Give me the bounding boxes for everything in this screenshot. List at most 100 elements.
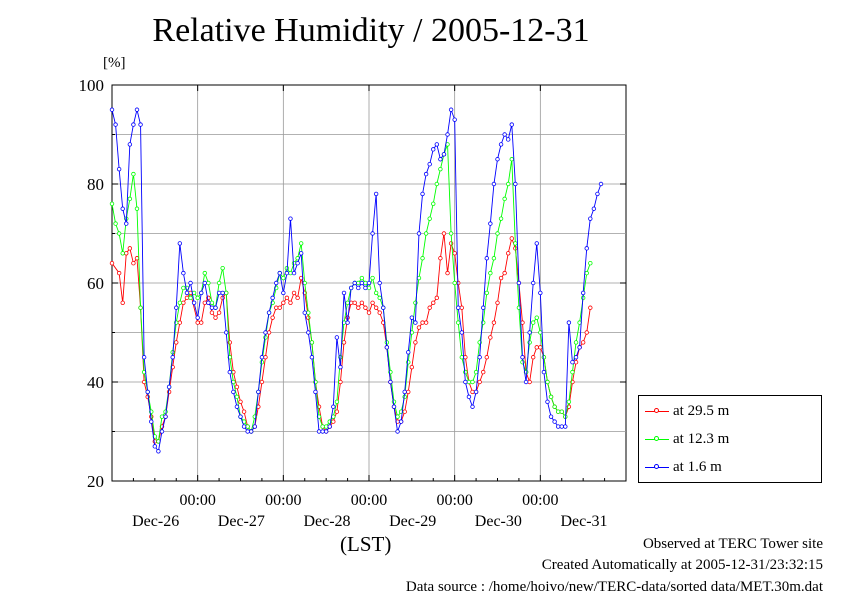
data-point bbox=[323, 429, 329, 434]
data-point bbox=[409, 364, 415, 370]
data-point bbox=[359, 300, 365, 305]
y-axis-unit: [%] bbox=[103, 55, 126, 71]
data-point bbox=[541, 369, 547, 375]
data-point bbox=[327, 424, 332, 429]
data-point bbox=[406, 350, 411, 355]
data-point bbox=[166, 384, 172, 390]
x-tick-label: 00:00 bbox=[265, 492, 301, 509]
data-point bbox=[266, 330, 272, 335]
data-point bbox=[513, 241, 518, 246]
data-point bbox=[141, 355, 147, 360]
data-point bbox=[438, 166, 443, 172]
data-point bbox=[159, 414, 165, 419]
data-point bbox=[284, 270, 290, 276]
data-point bbox=[402, 409, 407, 414]
data-point bbox=[127, 246, 133, 251]
data-point bbox=[331, 419, 336, 424]
data-point bbox=[302, 310, 307, 315]
data-point bbox=[216, 290, 222, 296]
data-point bbox=[427, 161, 432, 167]
data-point bbox=[434, 142, 440, 147]
x-date-label: Dec-30 bbox=[475, 513, 522, 530]
data-point bbox=[113, 221, 118, 226]
data-point bbox=[234, 384, 240, 390]
data-point bbox=[438, 256, 443, 261]
data-point bbox=[516, 280, 522, 286]
data-point bbox=[259, 355, 265, 360]
data-point bbox=[420, 256, 425, 261]
data-point bbox=[363, 280, 368, 286]
y-tick-label: 40 bbox=[87, 373, 104, 392]
data-point bbox=[402, 389, 407, 395]
data-point bbox=[456, 305, 461, 310]
data-point bbox=[509, 236, 514, 241]
data-point bbox=[209, 300, 215, 305]
data-point bbox=[241, 409, 247, 414]
data-point bbox=[373, 305, 379, 310]
data-point bbox=[570, 360, 575, 365]
data-point bbox=[188, 295, 193, 301]
data-point bbox=[491, 320, 497, 325]
legend-item: at 29.5 m bbox=[645, 401, 729, 421]
data-point bbox=[448, 107, 454, 112]
data-point bbox=[441, 152, 447, 157]
data-point bbox=[270, 315, 275, 320]
data-point bbox=[456, 320, 461, 325]
data-point bbox=[195, 295, 200, 301]
data-point bbox=[331, 404, 336, 409]
data-point bbox=[506, 137, 511, 142]
data-point bbox=[231, 389, 236, 395]
data-point bbox=[588, 305, 593, 310]
data-point bbox=[174, 305, 179, 310]
data-point bbox=[263, 330, 268, 335]
data-point bbox=[459, 330, 465, 335]
x-date-label: Dec-27 bbox=[218, 513, 265, 530]
data-point bbox=[545, 379, 550, 385]
data-point bbox=[466, 394, 472, 400]
data-point bbox=[434, 181, 440, 187]
data-point bbox=[152, 444, 158, 449]
data-point bbox=[184, 295, 190, 301]
data-point bbox=[288, 216, 293, 221]
data-point bbox=[452, 251, 457, 256]
footer-source: Data source : /home/hoivo/new/TERC-data/… bbox=[405, 579, 823, 595]
data-point bbox=[555, 409, 561, 414]
data-point bbox=[534, 241, 539, 246]
data-point bbox=[134, 256, 140, 261]
data-point bbox=[438, 157, 443, 162]
data-point bbox=[498, 142, 504, 147]
data-point bbox=[109, 201, 115, 206]
data-point bbox=[234, 394, 240, 400]
data-point bbox=[256, 389, 261, 395]
data-point bbox=[498, 275, 504, 281]
data-point bbox=[345, 300, 350, 305]
data-point bbox=[370, 300, 375, 305]
data-point bbox=[481, 305, 486, 310]
data-point bbox=[434, 295, 440, 301]
data-point bbox=[124, 221, 129, 226]
data-point bbox=[131, 171, 136, 177]
data-point bbox=[363, 285, 368, 291]
data-point bbox=[520, 355, 525, 360]
data-point bbox=[109, 261, 115, 266]
data-point bbox=[309, 355, 315, 360]
data-point bbox=[109, 107, 115, 112]
data-point bbox=[413, 340, 418, 345]
data-point bbox=[284, 295, 290, 301]
data-point bbox=[295, 295, 300, 301]
data-point bbox=[538, 290, 543, 296]
data-point bbox=[530, 320, 536, 325]
data-point bbox=[555, 424, 561, 429]
data-point bbox=[563, 424, 568, 429]
chart-legend: at 29.5 m at 12.3 m at 1.6 m bbox=[638, 395, 822, 483]
data-point bbox=[366, 285, 372, 291]
data-point bbox=[584, 270, 589, 276]
data-point bbox=[206, 280, 211, 286]
data-point bbox=[491, 181, 497, 187]
data-point bbox=[488, 335, 493, 340]
data-point bbox=[545, 399, 550, 404]
data-point bbox=[423, 320, 429, 325]
data-point bbox=[145, 389, 150, 395]
data-point bbox=[320, 424, 325, 429]
